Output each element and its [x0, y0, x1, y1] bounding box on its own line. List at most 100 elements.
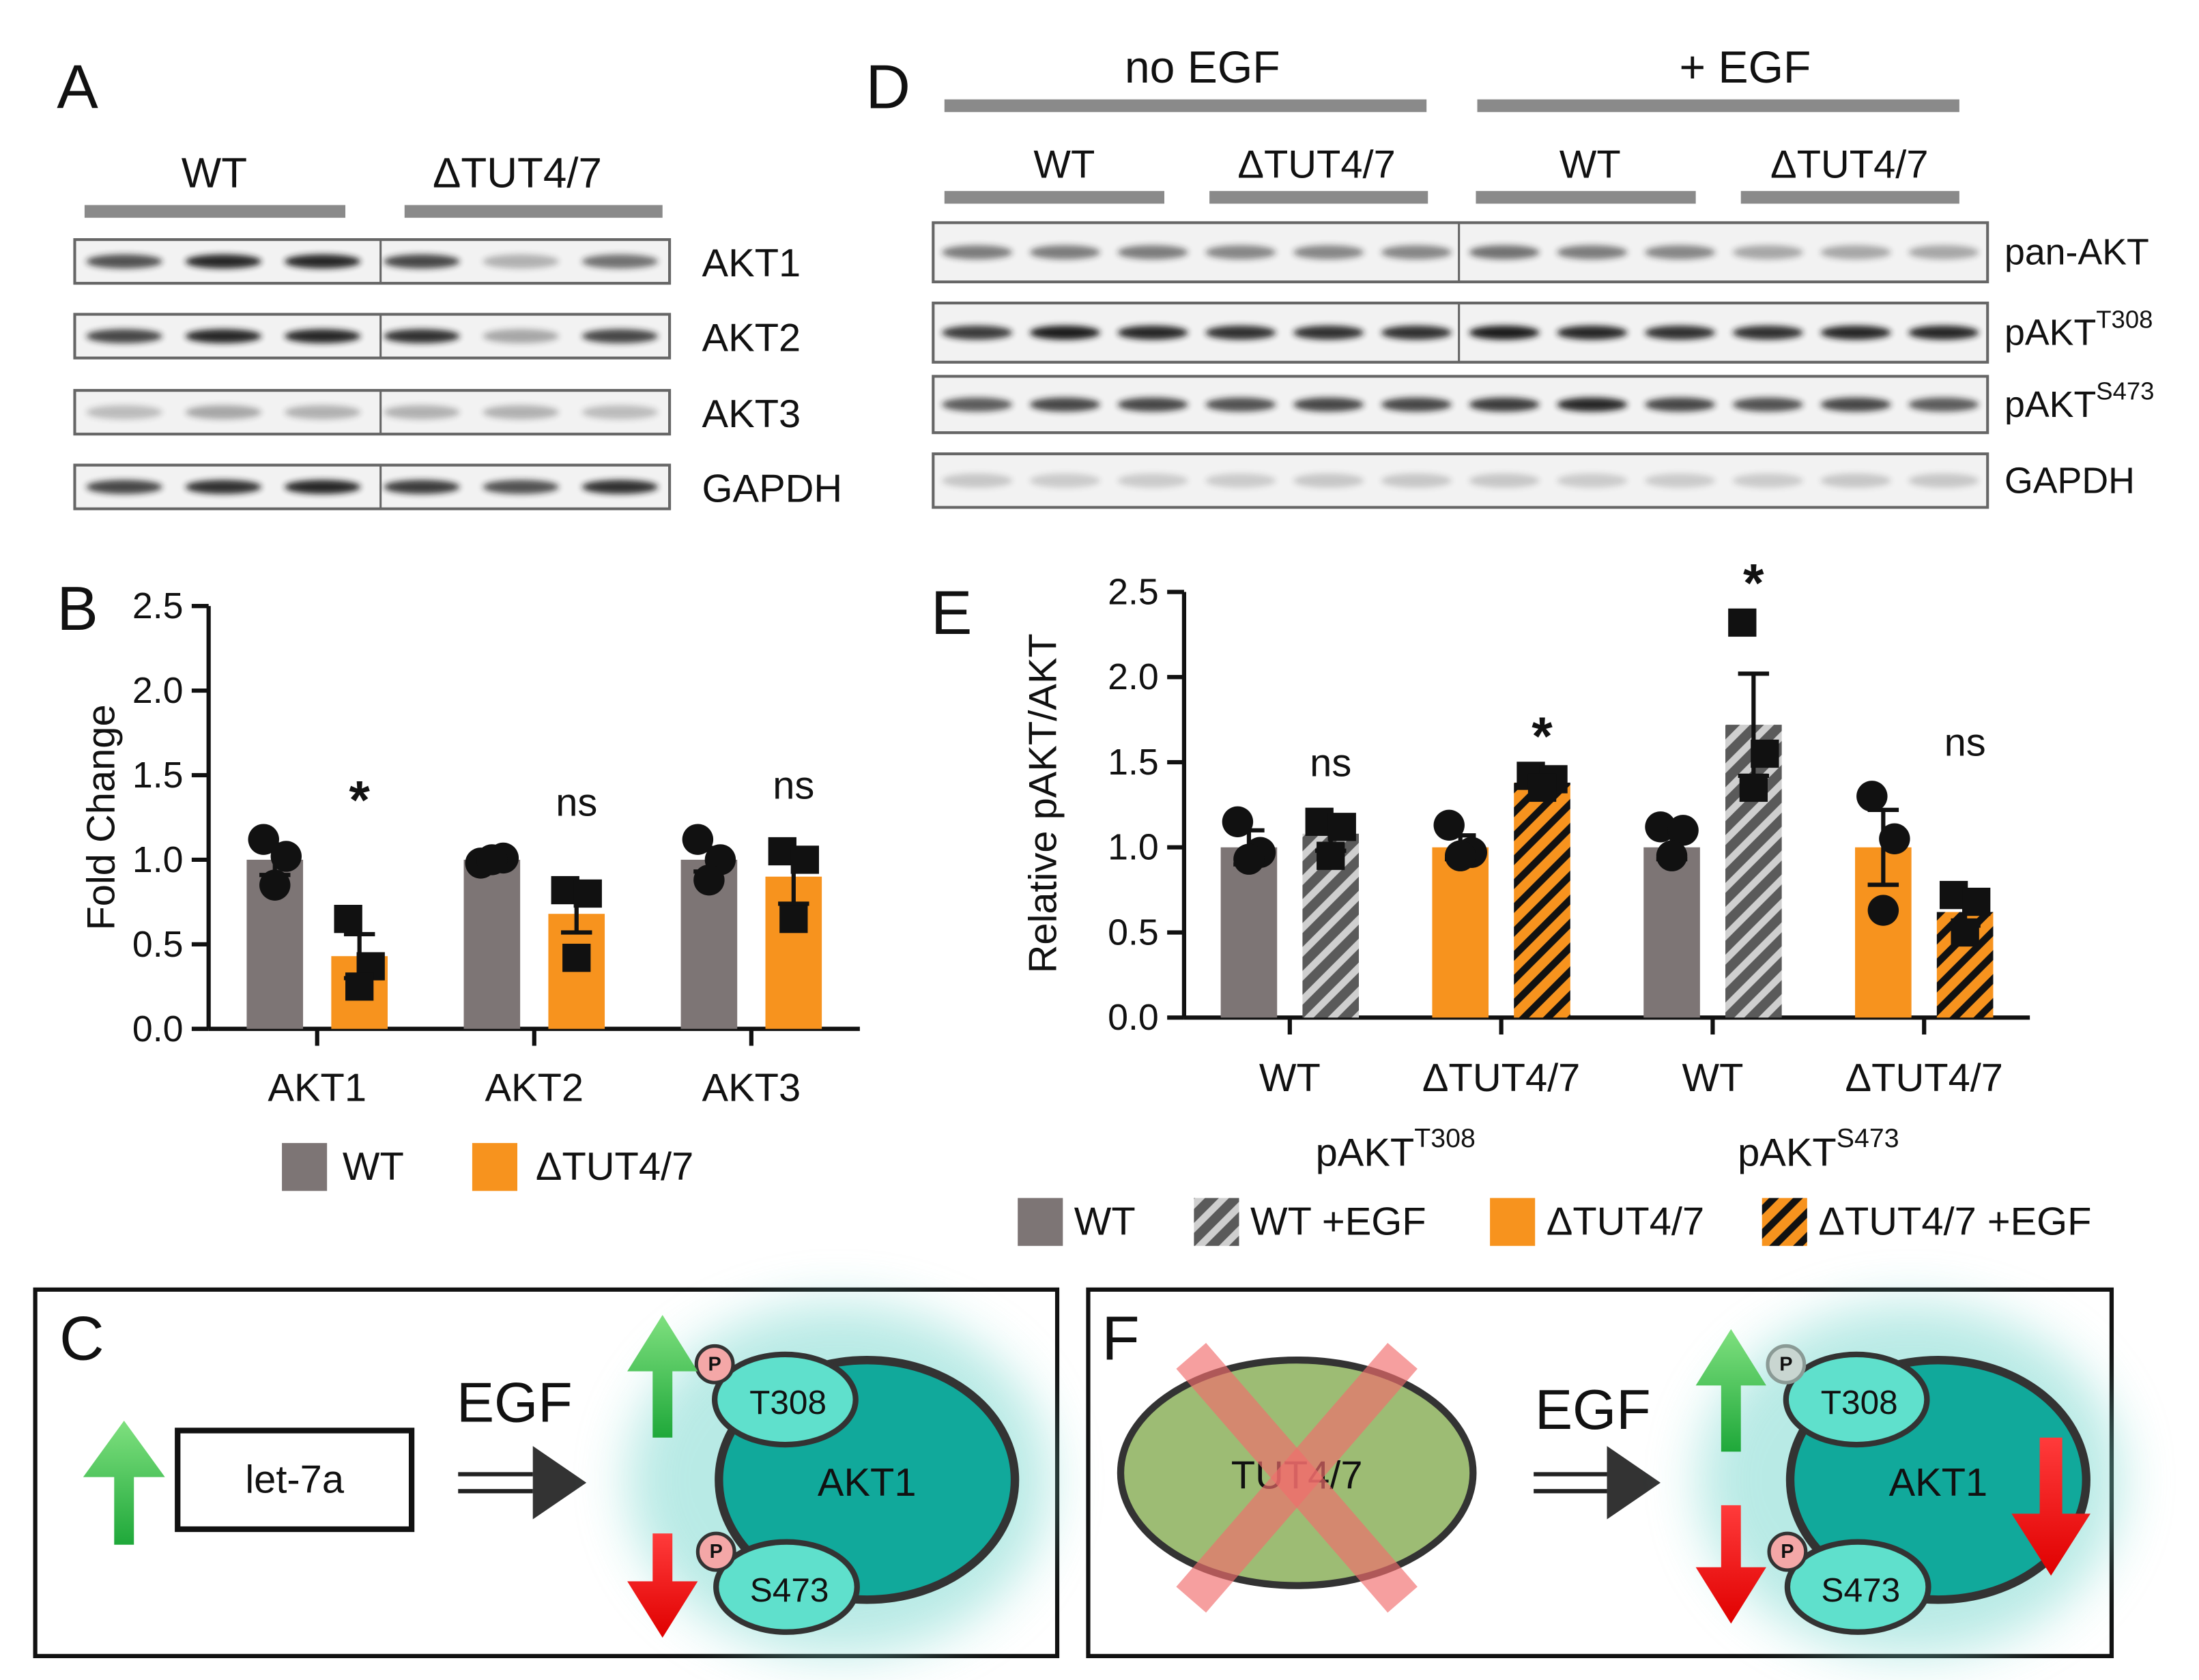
blot-label-main: pan-AKT: [2004, 232, 2149, 273]
legend-swatch: [282, 1143, 328, 1191]
phospho-label: P: [708, 1353, 721, 1375]
bar: [1432, 847, 1489, 1018]
phospho-label: P: [710, 1541, 723, 1563]
bar: [463, 859, 521, 1029]
data-point: [1233, 843, 1265, 875]
blot-band: [581, 480, 659, 494]
blot-band: [942, 325, 1013, 340]
data-point: [573, 879, 602, 908]
blot-band: [1557, 397, 1628, 412]
blot-band: [86, 329, 162, 343]
group-label-main: pAKT: [1738, 1131, 1837, 1175]
blot-label-main: pAKT: [2004, 384, 2096, 425]
data-point: [1667, 815, 1699, 846]
blot-band: [942, 473, 1013, 488]
blot: [932, 452, 1989, 509]
group-label: pAKTS473: [1738, 1123, 1899, 1175]
blot-band: [384, 329, 460, 343]
x-tick-label: WT: [1682, 1056, 1743, 1100]
blot-band: [1732, 325, 1803, 340]
blot-band: [1205, 325, 1276, 340]
blot-band: [1117, 325, 1188, 340]
data-point: [682, 824, 714, 855]
x-tick-label: AKT2: [485, 1067, 584, 1110]
phospho: [1766, 1344, 1807, 1385]
panel-label: D: [865, 53, 910, 122]
data-point: [345, 972, 374, 1001]
blot-label: pAKTS473: [2004, 377, 2155, 425]
bar: [1643, 847, 1700, 1018]
blot-frame: [932, 302, 1989, 364]
blot-band: [1117, 397, 1188, 412]
blot-band: [1293, 397, 1364, 412]
blot-band: [1820, 397, 1891, 412]
blot-band: [1381, 397, 1452, 412]
blot-band: [1908, 397, 1979, 412]
up-arrow: [627, 1315, 698, 1438]
significance-label: *: [1532, 706, 1553, 766]
blot-band: [284, 254, 361, 269]
data-point: [1867, 895, 1899, 926]
blot-band: [284, 480, 361, 494]
condition-label: no EGF: [1125, 42, 1280, 93]
legend-label: ΔTUT4/7 +EGF: [1818, 1200, 2091, 1244]
blot-label-sup: T308: [2096, 305, 2153, 333]
blot-frame: [73, 463, 672, 510]
blot-band: [1029, 473, 1101, 488]
panel-label: F: [1102, 1305, 1140, 1374]
legend-label: WT +EGF: [1250, 1200, 1426, 1244]
y-tick-label: 0.5: [1108, 912, 1159, 953]
significance-label: ns: [1944, 721, 1986, 764]
blot-band: [185, 329, 262, 343]
data-point: [476, 844, 508, 875]
blot-band: [284, 405, 361, 420]
significance-label: ns: [1310, 741, 1351, 785]
x-tick-label: ΔTUT4/7: [1422, 1056, 1580, 1100]
data-point: [248, 824, 279, 855]
phospho: [695, 1531, 736, 1572]
blot-band: [185, 254, 262, 269]
lane-group-label: ΔTUT4/7: [1770, 143, 1928, 187]
y-tick-label: 0.0: [1108, 997, 1159, 1038]
legend-label: ΔTUT4/7: [1547, 1200, 1704, 1244]
y-axis-title: Fold Change: [80, 704, 124, 930]
panel-label: A: [57, 53, 98, 122]
y-axis-title: Relative pAKT/AKT: [1021, 633, 1065, 973]
blot-band: [86, 405, 162, 420]
blot-band: [1117, 245, 1188, 260]
blot-frame: [73, 389, 672, 436]
down-arrow: [627, 1533, 698, 1638]
y-tick-label: 0.5: [132, 924, 184, 965]
y-tick-label: 1.5: [132, 755, 184, 796]
site-label: T308: [1821, 1383, 1898, 1421]
blot-band: [1205, 473, 1276, 488]
significance-label: ns: [773, 764, 814, 808]
blot-label: GAPDH: [702, 467, 843, 511]
up-arrow: [1695, 1329, 1766, 1452]
blot: [932, 302, 1989, 364]
data-point: [779, 905, 808, 933]
blot-band: [1381, 245, 1452, 260]
bar: [1220, 847, 1278, 1018]
phospho: [694, 1344, 735, 1385]
blot-band: [1205, 245, 1276, 260]
data-point: [1317, 841, 1345, 870]
blot-label-sup: S473: [2096, 377, 2154, 405]
phospho: [1767, 1531, 1808, 1572]
significance-label: *: [349, 770, 370, 830]
y-tick-label: 0.0: [132, 1009, 184, 1049]
blot-band: [86, 480, 162, 494]
blot-label-main: GAPDH: [2004, 460, 2135, 501]
data-point: [259, 869, 291, 901]
blot-band: [1908, 473, 1979, 488]
stimulus-label: EGF: [1535, 1378, 1651, 1441]
group-label-main: pAKT: [1316, 1131, 1415, 1175]
blot-band: [1644, 397, 1716, 412]
condition-label: + EGF: [1680, 42, 1811, 93]
akt1-label: AKT1: [1889, 1461, 1988, 1505]
blot-label: pan-AKT: [2004, 232, 2149, 273]
blot-band: [1205, 397, 1276, 412]
blot: [73, 238, 672, 285]
blot-band: [1908, 245, 1979, 260]
